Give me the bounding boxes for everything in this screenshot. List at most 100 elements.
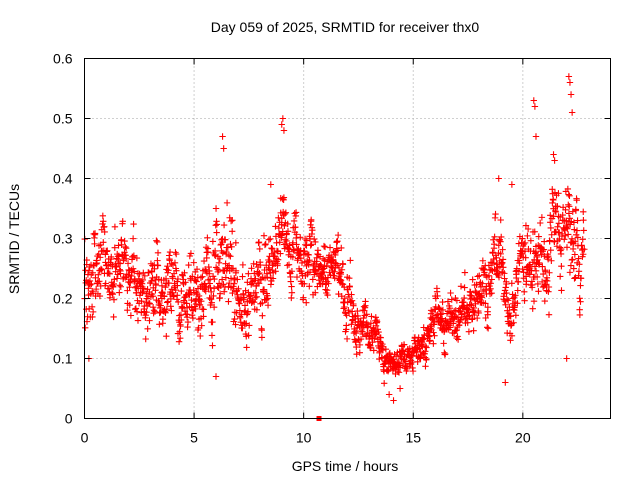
tick-marks <box>84 58 611 419</box>
data-point <box>337 270 345 278</box>
data-point <box>437 311 444 318</box>
data-point <box>475 309 482 317</box>
data-point <box>331 268 338 275</box>
data-point <box>253 261 260 268</box>
data-point <box>170 293 178 300</box>
data-point <box>461 269 469 276</box>
data-point <box>184 318 192 326</box>
data-point <box>362 302 369 309</box>
data-point <box>519 235 526 242</box>
data-point <box>146 300 153 307</box>
data-point <box>487 259 495 266</box>
data-point <box>340 305 347 312</box>
data-point <box>339 261 347 268</box>
data-point <box>414 358 421 366</box>
data-point <box>263 296 270 303</box>
data-point <box>577 298 584 305</box>
data-point <box>316 280 323 287</box>
data-point <box>306 283 313 290</box>
data-point <box>534 280 542 288</box>
data-point <box>567 221 574 228</box>
data-point <box>571 251 579 258</box>
data-point <box>464 319 471 326</box>
data-point <box>497 216 504 224</box>
data-point <box>166 257 173 264</box>
data-point <box>497 250 504 258</box>
data-point <box>275 224 283 232</box>
y-tick-label: 0 <box>65 411 73 427</box>
data-point <box>570 219 578 226</box>
data-point <box>323 262 330 269</box>
y-tick-label: 0.3 <box>53 231 73 247</box>
data-point <box>523 278 530 285</box>
data-point <box>198 322 205 329</box>
y-tick-label: 0.1 <box>53 351 73 367</box>
data-point <box>109 291 116 298</box>
data-point <box>356 341 364 349</box>
data-point <box>390 397 397 404</box>
data-point <box>305 251 312 259</box>
data-point <box>363 311 370 318</box>
data-point <box>521 288 528 296</box>
data-point <box>325 280 332 287</box>
data-point <box>279 195 286 203</box>
data-point <box>235 285 242 293</box>
data-point <box>549 199 556 207</box>
data-point <box>310 235 318 243</box>
data-point <box>454 333 461 340</box>
data-point <box>282 209 290 216</box>
data-point <box>260 232 268 239</box>
data-point <box>260 286 268 293</box>
data-point <box>169 275 176 282</box>
data-point <box>503 295 511 303</box>
data-point <box>188 296 195 304</box>
data-point <box>422 343 429 350</box>
data-point <box>213 229 220 236</box>
data-point <box>357 327 365 335</box>
data-point <box>502 284 509 291</box>
data-point <box>524 232 531 240</box>
data-point <box>234 276 241 283</box>
data-point <box>219 249 226 257</box>
data-point <box>207 284 214 292</box>
data-point <box>129 253 136 261</box>
data-point <box>96 292 104 300</box>
data-point <box>220 281 227 288</box>
data-point <box>301 280 308 287</box>
data-point <box>423 355 430 363</box>
data-point <box>96 254 104 261</box>
data-point <box>239 324 246 332</box>
data-point <box>236 307 244 314</box>
data-point <box>124 307 131 314</box>
data-point <box>580 216 587 224</box>
data-point <box>305 261 312 268</box>
data-point <box>85 285 92 292</box>
data-point <box>85 267 93 274</box>
data-point <box>367 320 375 327</box>
data-point <box>139 283 146 291</box>
data-point <box>473 281 480 288</box>
x-tick-label: 0 <box>81 430 89 446</box>
data-point <box>210 292 217 300</box>
data-point <box>220 288 228 295</box>
data-point <box>175 338 183 345</box>
data-point <box>320 242 328 250</box>
data-point <box>167 303 174 310</box>
data-point <box>535 288 542 295</box>
data-point <box>473 314 481 322</box>
data-point <box>550 151 557 158</box>
data-point <box>158 282 166 290</box>
data-point <box>261 266 268 274</box>
data-point <box>159 290 166 297</box>
data-point <box>101 228 108 236</box>
data-point <box>219 133 226 140</box>
data-point <box>136 270 143 278</box>
data-point <box>495 242 502 249</box>
plot-frame <box>84 58 611 419</box>
data-point <box>312 289 319 296</box>
data-point <box>149 292 157 300</box>
data-point <box>297 234 304 241</box>
data-point <box>559 211 566 219</box>
data-point <box>193 278 200 285</box>
data-point <box>100 218 107 225</box>
